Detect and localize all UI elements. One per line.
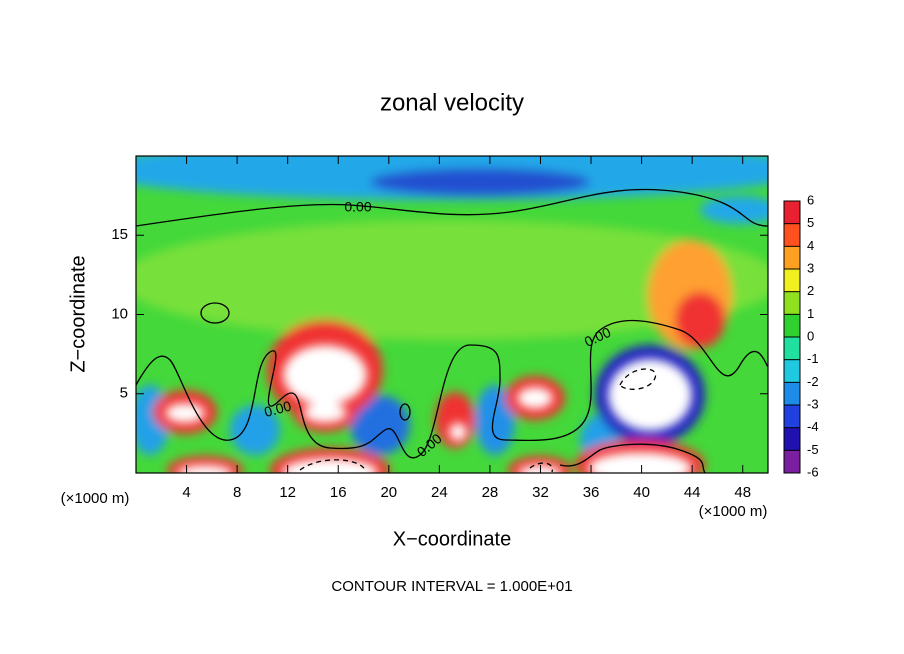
colorbar-tick-label: 1	[807, 306, 814, 321]
x-tick-label: 20	[380, 484, 397, 501]
y-axis-label: Z−coordinate	[67, 255, 89, 372]
chart-title: zonal velocity	[380, 89, 524, 116]
x-tick-label: 12	[279, 484, 296, 501]
colorbar-band	[784, 337, 800, 360]
colorbar-tick-label: -6	[807, 464, 819, 479]
contour-label: 0.00	[262, 397, 293, 420]
x-tick-label: 16	[330, 484, 347, 501]
x-tick-label: 24	[431, 484, 448, 501]
contour-label: 0.00	[344, 199, 371, 215]
colorbar-tick-label: -3	[807, 396, 819, 411]
x-tick-label: 4	[182, 484, 190, 501]
y-tick-label: 15	[111, 226, 128, 243]
colorbar-tick-label: 5	[807, 215, 814, 230]
colorbar-tick-label: -1	[807, 351, 819, 366]
colorbar-band	[784, 246, 800, 269]
colorbar-band	[784, 450, 800, 473]
x-units-left: (×1000 m)	[61, 490, 130, 507]
field	[136, 156, 768, 473]
colorbar-band	[784, 201, 800, 224]
y-tick-label: 5	[120, 385, 128, 402]
x-tick-label: 28	[482, 484, 499, 501]
y-tick-label: 10	[111, 305, 128, 322]
x-tick-label: 48	[734, 484, 751, 501]
colorbar-band	[784, 269, 800, 292]
colorbar-band	[784, 223, 800, 247]
contour-interval: CONTOUR INTERVAL = 1.000E+01	[331, 578, 572, 595]
colorbar-tick-label: 6	[807, 192, 814, 207]
colorbar-band	[784, 291, 800, 315]
x-tick-label: 8	[233, 484, 241, 501]
colorbar-tick-label: -4	[807, 419, 819, 434]
colorbar-band	[784, 359, 800, 383]
x-units-right: (×1000 m)	[699, 503, 768, 520]
colorbar-tick-label: 2	[807, 283, 814, 298]
colorbar-tick-label: -2	[807, 374, 819, 389]
colorbar-band	[784, 382, 800, 405]
colorbar-tick-label: 3	[807, 260, 814, 275]
x-tick-label: 32	[532, 484, 549, 501]
x-tick-label: 40	[633, 484, 650, 501]
x-tick-label: 36	[583, 484, 600, 501]
colorbar-band	[784, 405, 800, 428]
colorbar-tick-label: 4	[807, 238, 814, 253]
colorbar-band	[784, 314, 800, 337]
colorbar-tick-label: -5	[807, 442, 819, 457]
x-tick-label: 44	[684, 484, 701, 501]
colorbar-tick-label: 0	[807, 328, 814, 343]
x-axis-label: X−coordinate	[393, 528, 511, 550]
colorbar-band	[784, 427, 800, 451]
